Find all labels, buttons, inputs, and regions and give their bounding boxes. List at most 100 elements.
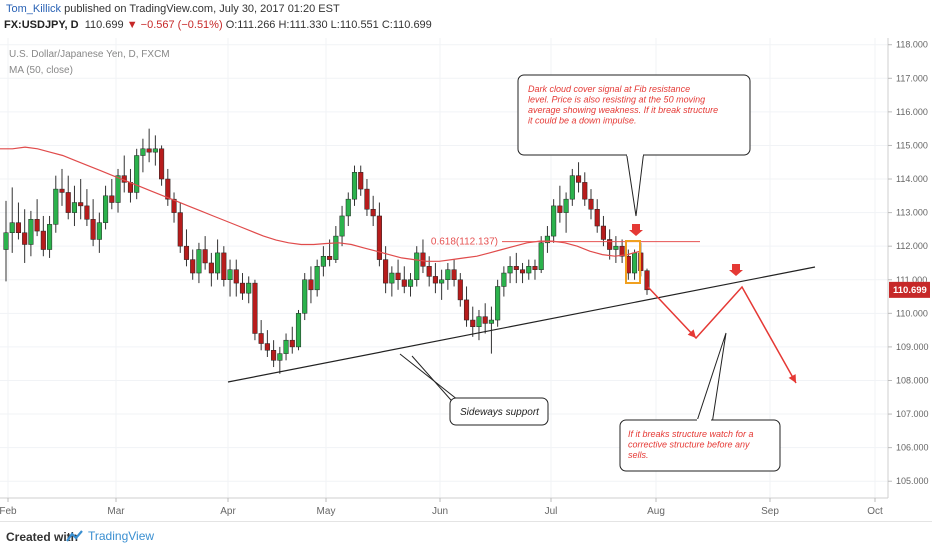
candle-body: [146, 148, 152, 153]
y-tick-label: 114.000: [896, 174, 928, 184]
candle-body: [351, 172, 358, 200]
candle-body: [644, 270, 650, 291]
support-callout-pointer: [399, 353, 459, 401]
candle-body: [482, 316, 488, 324]
x-tick-label: May: [317, 506, 336, 517]
candle-body: [563, 198, 569, 213]
candle-body: [183, 245, 190, 260]
y-tick-label: 109.000: [896, 342, 929, 352]
callout-bottom-text-line: If it breaks structure watch for a: [628, 429, 754, 439]
signal-arrow-head: [629, 230, 643, 236]
candle-body: [320, 255, 326, 267]
x-tick-label: Feb: [0, 506, 17, 517]
signal-arrow-stem: [632, 224, 640, 230]
symbol-label: FX:USDJPY, D: [4, 19, 79, 31]
candle-body: [15, 222, 21, 233]
footer: Created with TradingView: [0, 521, 932, 551]
candle-body: [53, 188, 59, 225]
candle-body: [109, 195, 115, 203]
candle-body: [289, 339, 295, 348]
callout-top-text-line: level. Price is also resisting at the 50…: [528, 95, 705, 105]
y-tick-label: 113.000: [896, 208, 928, 218]
candle-body: [582, 182, 588, 200]
published-text: published on TradingView.com, July 30, 2…: [64, 3, 340, 15]
author-link[interactable]: Tom_Killick: [6, 3, 62, 15]
created-with-text: Created with: [6, 530, 79, 544]
candle-body: [632, 252, 638, 274]
y-tick-label: 116.000: [896, 107, 928, 117]
instrument-title: U.S. Dollar/Japanese Yen, D, FXCM: [9, 49, 170, 60]
candle-body: [59, 188, 65, 193]
candle-body: [439, 279, 445, 284]
candle-body: [90, 219, 96, 240]
candle-body: [383, 259, 389, 284]
candle-body: [196, 249, 202, 274]
publish-info: Tom_Killick published on TradingView.com…: [6, 3, 340, 15]
candle-body: [28, 219, 34, 245]
candle-body: [501, 272, 507, 287]
candle-body: [345, 198, 351, 217]
candle-body: [40, 230, 46, 250]
candle-body: [401, 279, 407, 287]
candle-body: [420, 252, 426, 267]
candle-body: [432, 276, 438, 284]
callout-top-text-line: average showing weakness. If it break st…: [528, 105, 718, 115]
price-axis[interactable]: 118.000 117.000 116.000 115.000 114.000 113.0…: [887, 38, 930, 498]
candle-body: [507, 266, 513, 274]
callout-bottom-text-line: corrective structure before any: [628, 440, 750, 450]
candle-body: [96, 222, 102, 240]
candle-body: [202, 249, 208, 264]
tradingview-logo-icon: [66, 530, 83, 542]
candle-body: [619, 245, 625, 257]
candle-body: [252, 282, 258, 334]
candle-body: [594, 208, 600, 227]
candle-body: [171, 198, 177, 213]
candle-body: [258, 333, 264, 344]
chart-header: Tom_Killick published on TradingView.com…: [0, 0, 932, 38]
candle-body: [140, 148, 146, 156]
candle-body: [613, 245, 619, 250]
projected-arrowhead-icon: [687, 329, 696, 338]
price-chart[interactable]: U.S. Dollar/Japanese Yen, D, FXCM MA (50…: [0, 38, 932, 521]
candle-body: [476, 316, 482, 328]
candle-body: [221, 252, 227, 281]
candle-body: [463, 299, 470, 321]
annotations: 0.618(112.137) Dark cloud cover signal at…: [227, 74, 816, 472]
candle-body: [364, 188, 370, 210]
projected-arrowhead-icon: [788, 374, 796, 383]
candle-body: [103, 195, 109, 223]
callout-top-text: Dark cloud cover signal at Fib resistanc…: [528, 84, 718, 126]
candle-body: [71, 202, 78, 213]
candle-body: [532, 266, 538, 270]
candle-body: [65, 192, 71, 213]
candle-body: [569, 175, 575, 200]
candle-body: [152, 148, 158, 153]
x-tick-label: Sep: [761, 506, 779, 517]
candle-body: [9, 222, 15, 233]
candle-body: [134, 155, 140, 193]
candle-body: [233, 269, 239, 284]
candle-body: [327, 255, 333, 260]
candle-body: [588, 198, 594, 210]
pattern-highlight-box: [625, 240, 641, 284]
candle-body: [513, 266, 519, 270]
candle-body: [445, 269, 451, 281]
candle-body: [165, 178, 171, 200]
tradingview-brand[interactable]: TradingView: [88, 529, 155, 543]
y-tick-label: 111.000: [896, 275, 927, 285]
y-tick-label: 107.000: [896, 409, 929, 419]
x-tick-label: Jul: [545, 506, 558, 517]
candle-body: [177, 212, 183, 247]
candle-body: [314, 266, 320, 291]
symbol-info: FX:USDJPY, D 110.699 ▼ −0.567 (−0.51%) O…: [4, 19, 432, 31]
last-price: 110.699: [84, 19, 124, 31]
x-tick-label: Jun: [432, 506, 448, 517]
y-tick-label: 112.000: [896, 241, 928, 251]
x-tick-label: Mar: [107, 506, 125, 517]
support-trendline: [227, 266, 816, 383]
time-axis[interactable]: Feb Mar Apr May Jun Jul Aug Sep Oct: [0, 497, 888, 517]
candle-body: [544, 235, 550, 244]
candle-body: [208, 262, 214, 274]
candle-body: [376, 215, 382, 260]
candle-body: [557, 205, 563, 213]
